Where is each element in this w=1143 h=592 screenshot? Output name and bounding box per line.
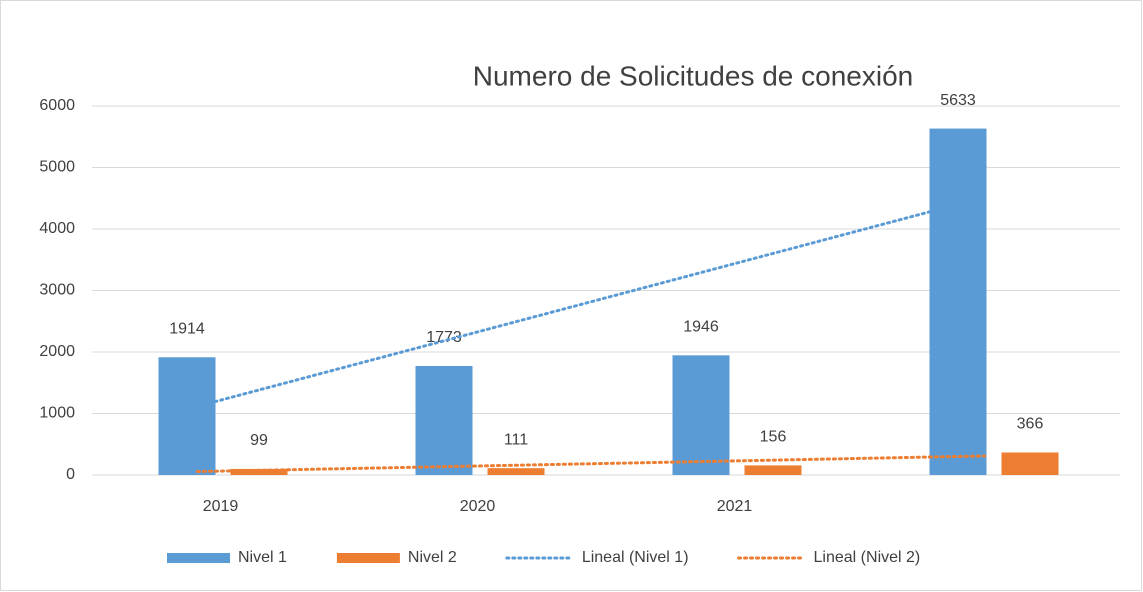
bar <box>929 128 987 475</box>
y-tick-label: 1000 <box>39 405 75 422</box>
legend-swatch <box>336 553 400 563</box>
bar <box>672 355 730 475</box>
value-label: 111 <box>504 431 528 448</box>
value-label: 1914 <box>169 321 205 338</box>
value-label: 1946 <box>683 319 719 336</box>
legend-label: Nivel 2 <box>408 549 457 566</box>
x-tick-label: 2019 <box>203 498 239 515</box>
value-label: 5633 <box>940 92 976 109</box>
bar <box>158 357 216 475</box>
legend-label: Nivel 1 <box>238 549 287 566</box>
legend-swatch <box>167 553 230 563</box>
y-tick-label: 0 <box>66 466 75 483</box>
value-label: 156 <box>760 429 787 446</box>
chart-title: Numero de Solicitudes de conexión <box>473 60 913 91</box>
trendline <box>196 454 986 474</box>
y-tick-label: 2000 <box>39 343 75 360</box>
legend-label: Lineal (Nivel 2) <box>814 549 921 566</box>
y-tick-label: 5000 <box>39 159 75 176</box>
y-tick-label: 4000 <box>39 220 75 237</box>
bar <box>744 465 802 475</box>
x-tick-label: 2020 <box>460 498 496 515</box>
bar <box>487 468 545 475</box>
y-tick-label: 6000 <box>39 97 75 114</box>
y-tick-label: 3000 <box>39 282 75 299</box>
x-tick-label: 2021 <box>717 498 753 515</box>
bar <box>1001 452 1059 475</box>
bar <box>230 468 288 475</box>
legend-label: Lineal (Nivel 1) <box>582 549 689 566</box>
value-label: 366 <box>1017 416 1044 433</box>
trendline <box>196 195 986 408</box>
value-label: 99 <box>250 432 268 449</box>
bar <box>415 365 473 475</box>
